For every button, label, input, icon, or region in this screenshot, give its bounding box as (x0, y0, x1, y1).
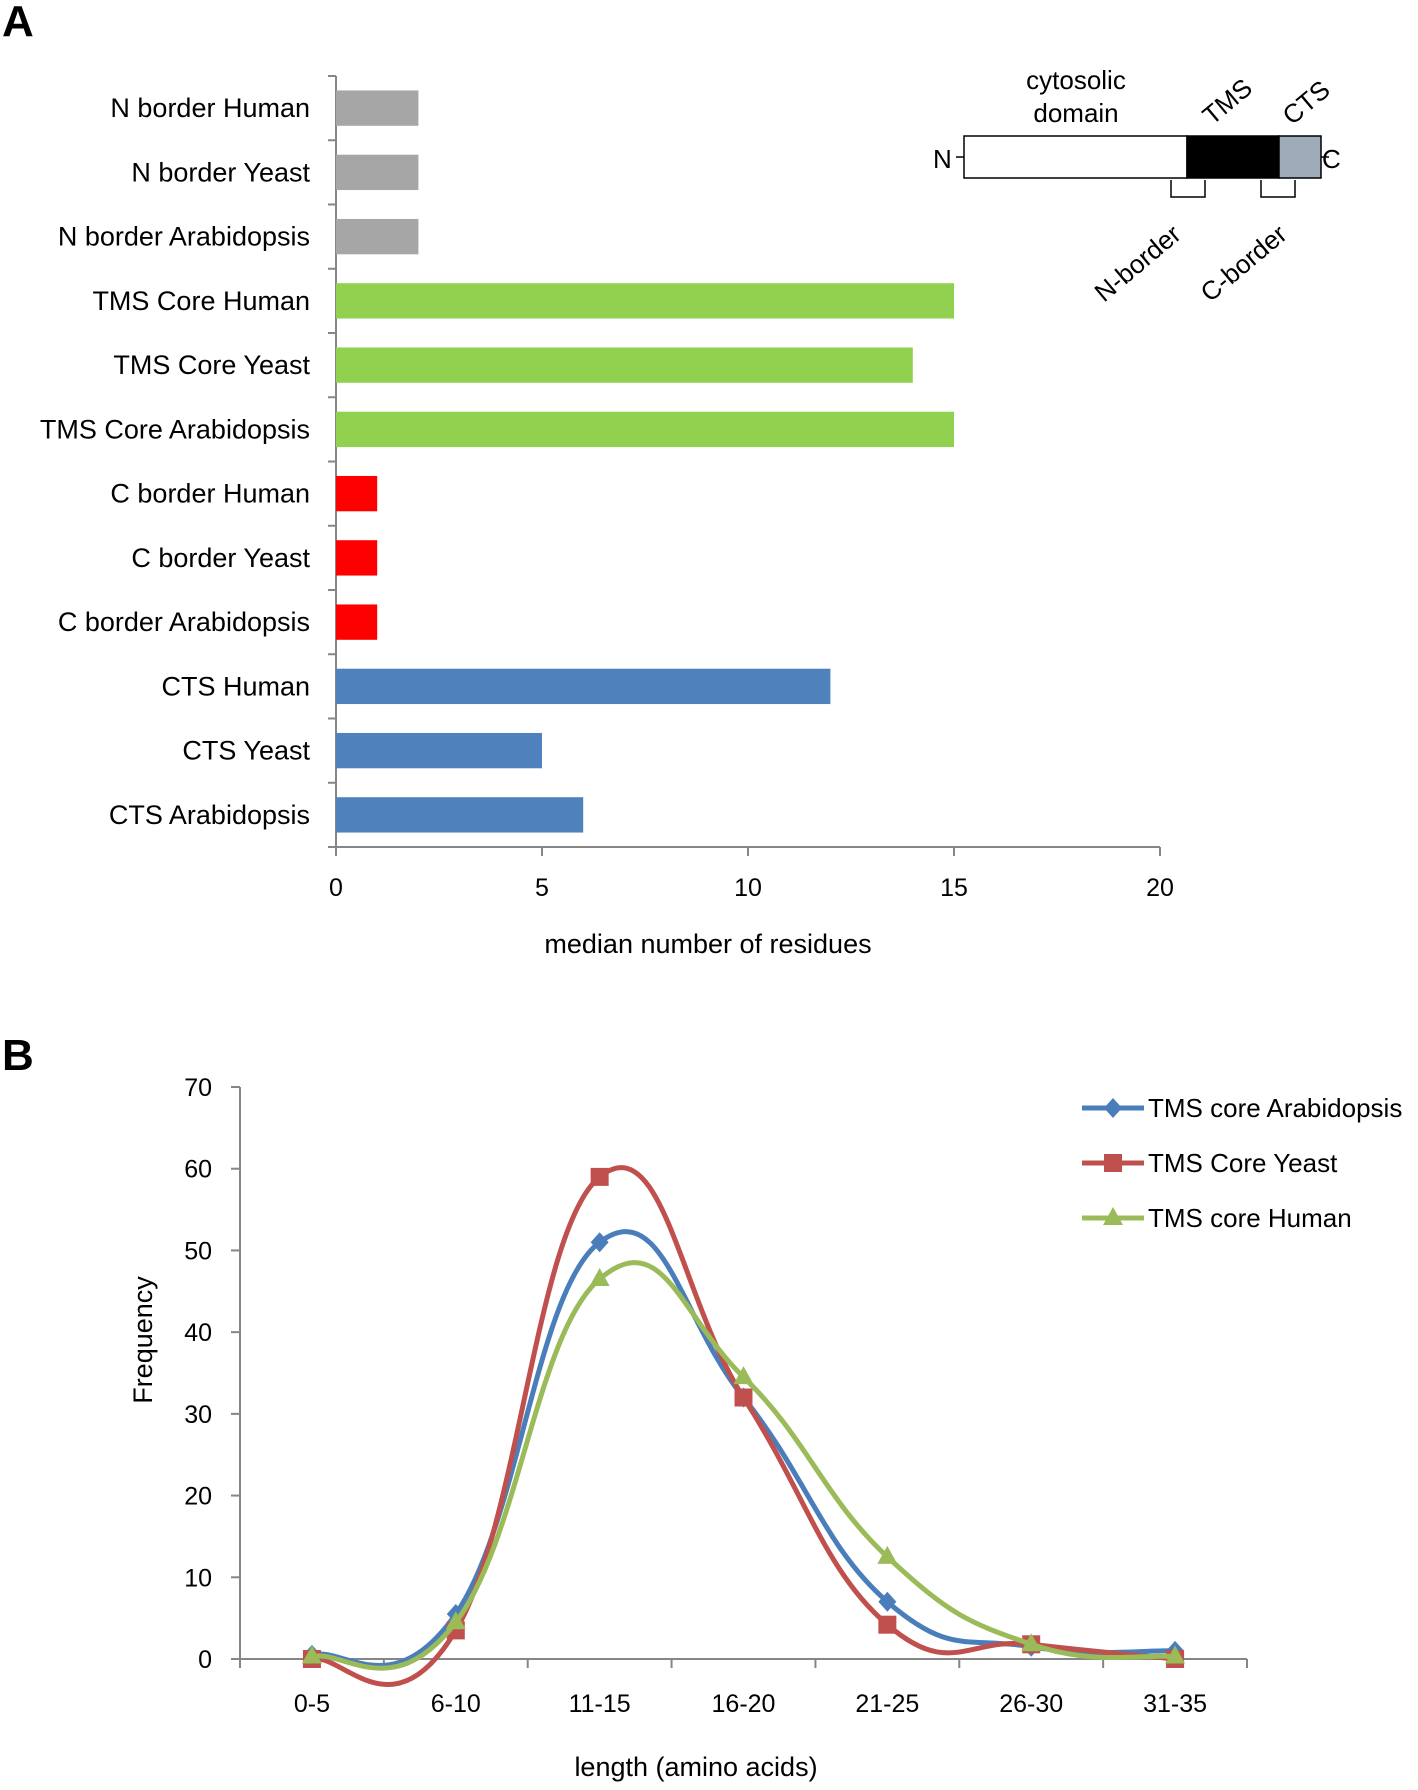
x-axis-title: length (amino acids) (574, 1752, 817, 1782)
n-border-bracket (1171, 180, 1205, 197)
series-2 (303, 1168, 1184, 1685)
series-1 (303, 1232, 1184, 1666)
domain-label: domain (1033, 98, 1118, 128)
x-tick-label: 15 (940, 874, 968, 902)
legend-label: TMS Core Yeast (1148, 1148, 1338, 1178)
y-tick-label: 30 (184, 1401, 212, 1429)
tms-label: TMS (1197, 72, 1258, 130)
y-tick-label: 20 (184, 1483, 212, 1511)
legend-label: TMS core Human (1148, 1203, 1352, 1233)
x-tick-label: 0 (329, 874, 343, 902)
bar (336, 412, 954, 447)
bar (336, 733, 542, 768)
protein-topology-diagram: N C cytosolic domain TMS CTS N-border C-… (933, 65, 1341, 308)
x-tick-label: 6-10 (431, 1690, 481, 1718)
y-tick-label: 60 (184, 1156, 212, 1184)
series-3 (302, 1263, 1185, 1669)
bar (336, 476, 377, 511)
y-tick-label: 50 (184, 1237, 212, 1265)
category-label: C border Arabidopsis (58, 607, 310, 637)
n-terminus-label: N (933, 144, 952, 174)
bar (336, 347, 913, 382)
x-tick-label: 31-35 (1143, 1690, 1207, 1718)
bar (336, 90, 418, 125)
category-label: TMS Core Arabidopsis (40, 414, 310, 444)
category-label: N border Arabidopsis (58, 222, 310, 252)
x-tick-label: 26-30 (999, 1690, 1063, 1718)
bar (336, 540, 377, 575)
x-tick-label: 0-5 (294, 1690, 330, 1718)
x-tick-label: 10 (734, 874, 762, 902)
bar (336, 219, 418, 254)
c-terminus-label: C (1322, 144, 1341, 174)
cts-label: CTS (1277, 74, 1336, 130)
bar (336, 669, 830, 704)
bar (336, 283, 954, 318)
legend-label: TMS core Arabidopsis (1148, 1093, 1402, 1123)
x-tick-label: 16-20 (712, 1690, 776, 1718)
panel-b-letter: B (2, 1031, 34, 1080)
series-line (312, 1232, 1175, 1666)
bar (336, 155, 418, 190)
c-border-bracket (1261, 180, 1295, 197)
x-tick-label: 20 (1146, 874, 1174, 902)
n-border-label: N-border (1089, 218, 1187, 307)
data-point (591, 1168, 609, 1186)
cytosolic-label: cytosolic (1026, 65, 1126, 95)
category-label: N border Yeast (131, 157, 310, 187)
median-residues-bar-chart: N border Human N border Yeast N border Ara… (40, 76, 1174, 959)
x-tick-label: 11-15 (569, 1690, 631, 1718)
data-point (878, 1616, 896, 1634)
category-label: TMS Core Human (92, 286, 310, 316)
x-tick-label: 21-25 (855, 1690, 919, 1718)
c-border-label: C-border (1195, 218, 1293, 307)
legend-marker (1104, 1154, 1122, 1172)
y-tick-label: 10 (184, 1564, 212, 1592)
bar (336, 797, 583, 832)
series-line (312, 1168, 1175, 1685)
category-label: TMS Core Yeast (113, 350, 310, 380)
y-tick-label: 70 (184, 1074, 212, 1102)
tms-length-frequency-line-chart: 0 10 20 30 40 50 60 70 0-5 6-10 11-15 16-20 21-25 26-… (128, 1074, 1402, 1782)
category-label: C border Yeast (131, 543, 310, 573)
cts-segment (1279, 136, 1321, 178)
legend-marker (1104, 1098, 1122, 1118)
tms-segment (1187, 136, 1279, 178)
category-label: CTS Arabidopsis (109, 800, 310, 830)
figure: A B N C cytosolic domain TMS CTS N-borde… (0, 0, 1418, 1790)
cytosolic-domain-segment (964, 136, 1187, 178)
x-axis-title: median number of residues (544, 929, 871, 959)
category-label: CTS Yeast (182, 736, 310, 766)
panel-a-letter: A (2, 0, 34, 46)
data-point (735, 1389, 753, 1407)
bar (336, 604, 377, 639)
y-tick-label: 40 (184, 1319, 212, 1347)
y-axis-title: Frequency (128, 1276, 158, 1404)
category-label: N border Human (110, 93, 310, 123)
y-tick-label: 0 (198, 1646, 212, 1674)
x-tick-label: 5 (535, 874, 549, 902)
category-label: CTS Human (161, 671, 310, 701)
category-label: C border Human (110, 479, 310, 509)
series-line (312, 1263, 1175, 1669)
